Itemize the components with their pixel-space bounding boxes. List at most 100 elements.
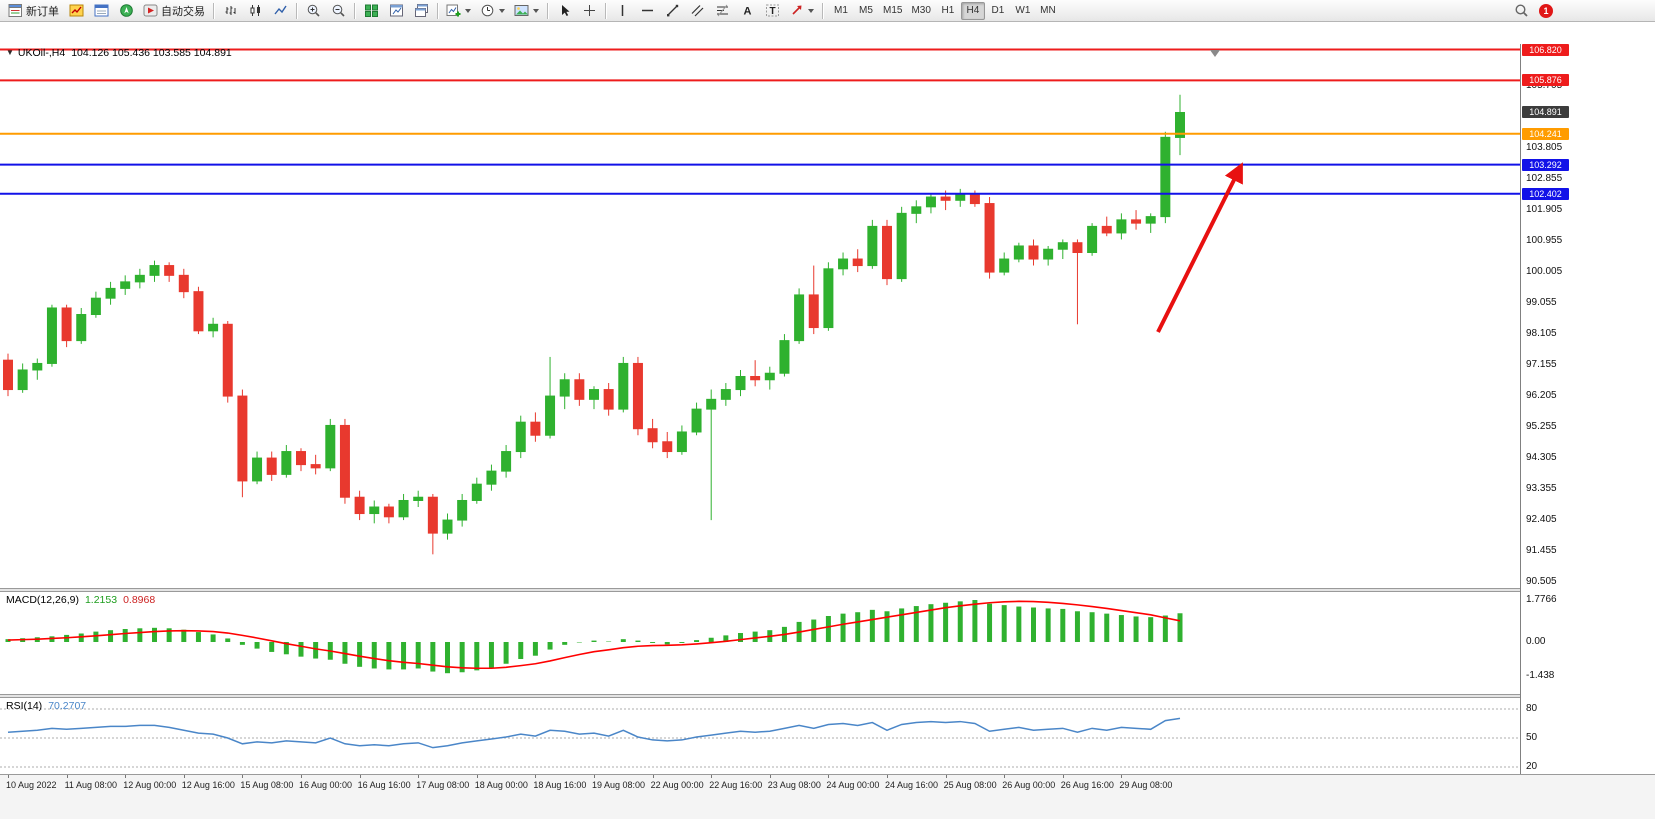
vertical-line-tool[interactable] xyxy=(610,1,634,21)
market-watch-icon xyxy=(69,4,83,17)
time-axis-label: 11 Aug 08:00 xyxy=(64,780,117,790)
candle xyxy=(46,304,57,367)
text-label-icon: T xyxy=(765,4,779,17)
candle xyxy=(984,197,995,279)
time-axis-label: 12 Aug 00:00 xyxy=(123,780,177,790)
price-scale-label: 92.405 xyxy=(1526,513,1557,525)
candle xyxy=(955,188,966,207)
autotrading-button[interactable]: 自动交易 xyxy=(139,1,209,21)
candle xyxy=(779,334,790,377)
panel-separator[interactable] xyxy=(0,694,1655,698)
fibonacci-tool[interactable] xyxy=(710,1,734,21)
crosshair-button[interactable] xyxy=(577,1,601,21)
time-tick xyxy=(418,775,420,778)
panel-separator[interactable] xyxy=(0,588,1655,592)
time-tick xyxy=(769,775,771,778)
period-clock-icon xyxy=(481,4,494,17)
candle xyxy=(867,219,878,269)
cascade-windows-button[interactable] xyxy=(409,1,433,21)
candle xyxy=(1131,210,1142,230)
price-scale-label: 102.855 xyxy=(1526,172,1563,184)
timeframe-m30[interactable]: M30 xyxy=(907,2,934,20)
time-axis[interactable]: 10 Aug 2022 11 Aug 08:00 12 Aug 00:00 12 Au… xyxy=(0,774,1655,819)
rsi-panel[interactable] xyxy=(0,698,1520,774)
chevron-down-icon xyxy=(533,8,539,13)
candle xyxy=(208,317,219,338)
toolbar-separator xyxy=(296,2,297,19)
rsi-scale-label: 20 xyxy=(1526,761,1538,772)
timeframe-group: M1 M5 M15 M30 H1 H4 D1 W1 MN xyxy=(829,1,1060,20)
text-label-tool[interactable]: T xyxy=(760,1,784,21)
time-tick xyxy=(711,775,713,778)
tile-windows-button[interactable] xyxy=(359,1,383,21)
candle xyxy=(222,321,233,403)
data-window-button[interactable] xyxy=(89,1,113,21)
time-tick xyxy=(1004,775,1006,778)
text-tool[interactable]: A xyxy=(735,1,759,21)
timeframe-m1[interactable]: M1 xyxy=(829,2,853,20)
text-a-icon: A xyxy=(743,6,751,18)
timeframe-m15[interactable]: M15 xyxy=(879,2,906,20)
chart-bars-button[interactable] xyxy=(218,1,242,21)
search-button[interactable] xyxy=(1509,1,1533,21)
tile-windows-icon xyxy=(364,4,378,17)
trendline-icon xyxy=(666,4,678,17)
time-axis-label: 16 Aug 16:00 xyxy=(357,780,411,790)
candle xyxy=(896,206,907,282)
arrows-tool[interactable] xyxy=(785,1,818,21)
new-chart-button[interactable] xyxy=(442,1,475,21)
new-order-button[interactable]: 新订单 xyxy=(4,1,63,21)
toolbar-separator xyxy=(605,2,606,19)
period-button[interactable] xyxy=(476,1,509,21)
chart-candles-button[interactable] xyxy=(243,1,267,21)
candle xyxy=(442,513,453,540)
macd-panel[interactable] xyxy=(0,592,1520,694)
trendline-tool[interactable] xyxy=(660,1,684,21)
timeframe-mn[interactable]: MN xyxy=(1036,2,1060,20)
navigator-button[interactable] xyxy=(114,1,138,21)
zoom-out-icon xyxy=(332,4,345,17)
notification-badge[interactable]: 1 xyxy=(1539,3,1553,18)
trend-arrow-annotation[interactable] xyxy=(1156,162,1243,333)
timeframe-w1[interactable]: W1 xyxy=(1011,2,1035,20)
arrange-windows-button[interactable] xyxy=(384,1,408,21)
candle xyxy=(925,193,936,214)
macd-scale-label: 1.7766 xyxy=(1526,594,1557,605)
zoom-in-button[interactable] xyxy=(301,1,325,21)
current-price-tag: 104.891 xyxy=(1522,106,1569,119)
time-tick xyxy=(125,775,127,778)
timeframe-h1[interactable]: H1 xyxy=(936,2,960,20)
timeframe-d1[interactable]: D1 xyxy=(986,2,1010,20)
candle xyxy=(750,360,761,387)
template-button[interactable] xyxy=(510,1,543,21)
macd-signal-line xyxy=(7,600,1181,670)
zoom-out-button[interactable] xyxy=(326,1,350,21)
price-chart-panel[interactable] xyxy=(0,44,1520,588)
time-axis-label: 26 Aug 16:00 xyxy=(1060,780,1114,790)
price-scale-label: 97.155 xyxy=(1526,358,1557,370)
macd-scale-label: 0.00 xyxy=(1526,636,1546,647)
time-axis-label: 12 Aug 16:00 xyxy=(181,780,235,790)
horizontal-line-tool[interactable] xyxy=(635,1,659,21)
time-tick xyxy=(476,775,478,778)
autotrading-icon xyxy=(143,4,158,17)
candle xyxy=(281,445,292,478)
toolbar-separator xyxy=(547,2,548,19)
price-scale[interactable]: 105.705103.805102.855101.905100.955100.0… xyxy=(1520,43,1655,774)
data-window-icon xyxy=(94,4,108,17)
rsi-name: RSI(14) xyxy=(6,700,43,712)
candle xyxy=(76,307,87,344)
timeframe-m5[interactable]: M5 xyxy=(854,2,878,20)
chart-line-button[interactable] xyxy=(268,1,292,21)
candle xyxy=(90,291,101,318)
candle xyxy=(764,366,775,390)
arrows-icon xyxy=(792,5,802,15)
market-watch-button[interactable] xyxy=(64,1,88,21)
cursor-button[interactable] xyxy=(552,1,576,21)
timeframe-h4[interactable]: H4 xyxy=(960,1,985,20)
ohlc-values: 104.126 105.436 103.585 104.891 xyxy=(71,47,232,59)
price-scale-label: 101.905 xyxy=(1526,203,1563,215)
price-scale-label: 93.355 xyxy=(1526,482,1557,494)
channel-tool[interactable] xyxy=(685,1,709,21)
price-tag: 102.402 xyxy=(1522,187,1569,200)
